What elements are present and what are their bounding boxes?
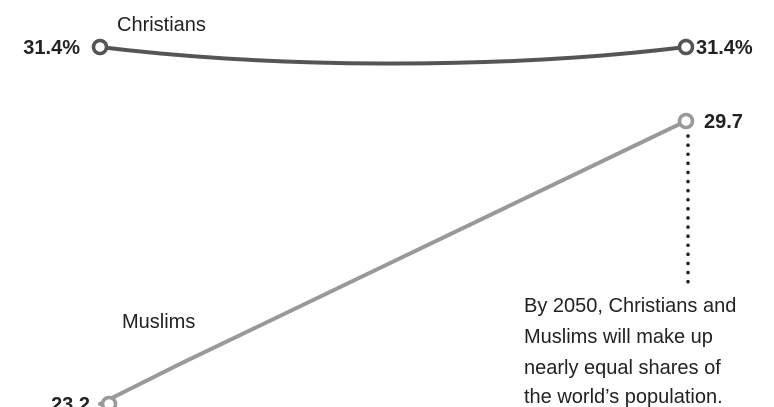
muslims-end-value-label: 29.7 xyxy=(704,111,743,133)
christians-series-line xyxy=(98,45,688,66)
annotation-line-2: Muslims will make up xyxy=(524,326,713,348)
muslims-start-point xyxy=(100,395,118,407)
muslims-end-point xyxy=(677,112,695,130)
annotation-line-3: nearly equal shares of xyxy=(524,357,721,379)
christians-end-point xyxy=(677,38,695,56)
muslims-series-line xyxy=(98,119,688,406)
muslims-start-value-label: 23.2 xyxy=(51,394,90,407)
annotation-line-4: the world’s population. xyxy=(524,386,723,407)
annotation-line-1: By 2050, Christians and xyxy=(524,295,736,317)
christians-start-point xyxy=(91,38,109,56)
christians-series-label: Christians xyxy=(117,14,206,36)
muslims-series-label: Muslims xyxy=(122,311,195,333)
christians-start-value-label: 31.4% xyxy=(23,37,80,59)
christians-end-value-label: 31.4% xyxy=(696,37,753,59)
